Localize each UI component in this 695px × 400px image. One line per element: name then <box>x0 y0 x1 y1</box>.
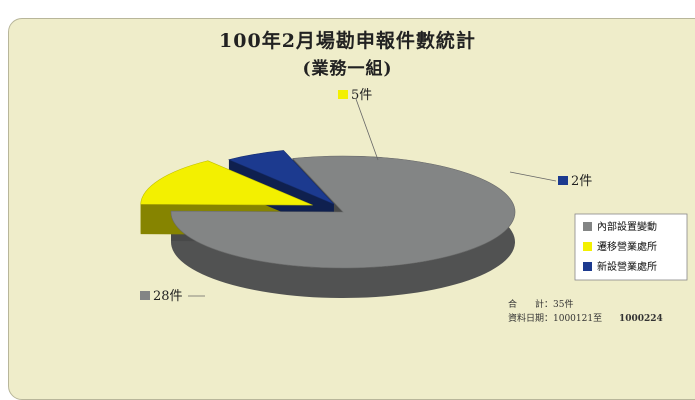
chart-subtitle: (業務一組) <box>302 59 393 79</box>
date-range-start: 資料日期：1000121至 <box>508 314 603 324</box>
data-label-swatch <box>558 176 568 185</box>
legend-swatch <box>583 222 592 231</box>
legend-item: 新設營業處所 <box>597 260 657 273</box>
pie-slice <box>140 160 313 206</box>
date-range-note: 資料日期：1000121至 1000224 <box>508 311 663 324</box>
data-label: 5件 <box>351 88 372 103</box>
chart-area: 100年2月場勘申報件數統計 (業務一組) 28件 5件 2件 內部設置變動 遷移營業… <box>8 18 695 400</box>
legend-item: 內部設置變動 <box>597 220 657 233</box>
data-label-swatch <box>338 90 348 99</box>
pie-slice <box>170 155 516 269</box>
legend-swatch <box>583 262 592 271</box>
leader-line <box>355 98 379 161</box>
legend-item: 遷移營業處所 <box>597 240 657 253</box>
pie-slice <box>228 150 335 205</box>
data-label: 28件 <box>153 289 183 304</box>
date-range-end: 1000224 <box>618 314 663 324</box>
leader-line <box>509 171 557 182</box>
legend-swatch <box>583 242 592 251</box>
total-note: 合 計：35件 <box>508 300 574 310</box>
legend-box <box>574 213 688 281</box>
data-label: 2件 <box>571 174 592 189</box>
chart-title: 100年2月場勘申報件數統計 <box>219 30 476 52</box>
data-label-swatch <box>140 291 150 300</box>
